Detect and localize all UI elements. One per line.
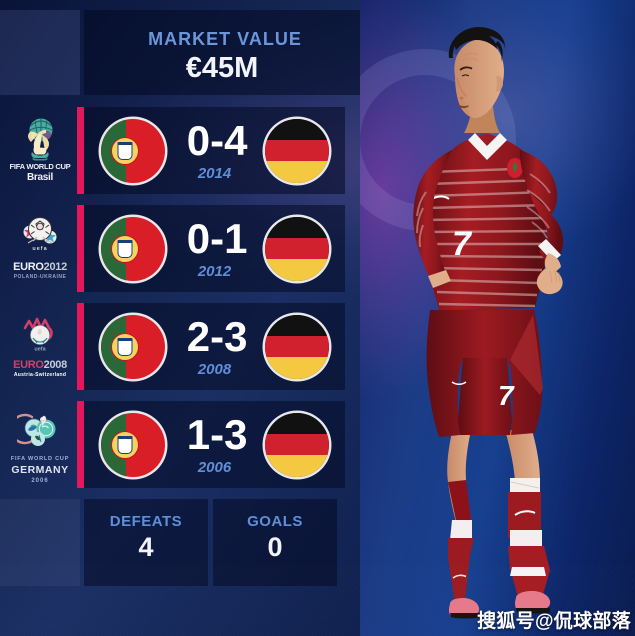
svg-text:7: 7 (498, 380, 515, 411)
svg-text:uefa: uefa (32, 246, 47, 252)
svg-text:uefa: uefa (34, 347, 46, 353)
svg-text:7: 7 (452, 225, 473, 263)
